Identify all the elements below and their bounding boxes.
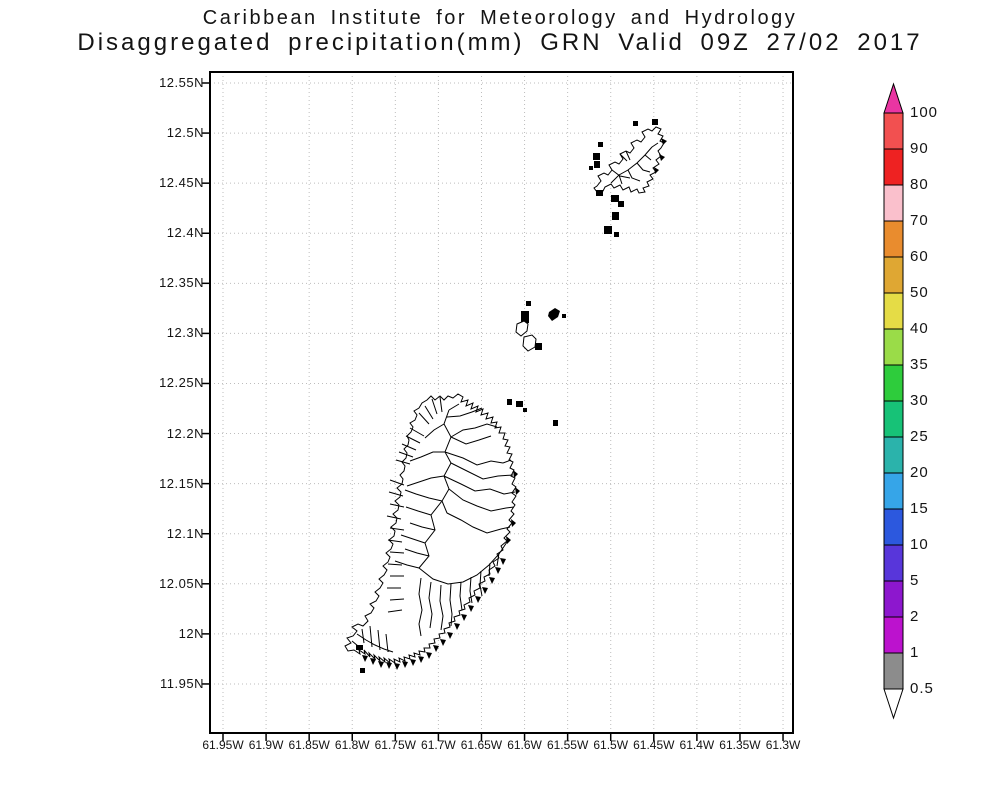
colorbar-value-label: 60 bbox=[910, 248, 929, 265]
page-subtitle: Disaggregated precipitation(mm) GRN Vali… bbox=[77, 29, 923, 56]
colorbar-segment bbox=[883, 184, 904, 222]
colorbar-value-label: 50 bbox=[910, 284, 929, 301]
x-tick-label: 61.9W bbox=[248, 738, 284, 752]
colorbar-value-label: 70 bbox=[910, 212, 929, 229]
colorbar bbox=[883, 82, 904, 720]
colorbar-value-label: 25 bbox=[910, 428, 929, 445]
colorbar-value-label: 2 bbox=[910, 608, 920, 625]
colorbar-segment bbox=[883, 400, 904, 438]
colorbar-value-label: 0.5 bbox=[910, 680, 934, 697]
colorbar-value-label: 1 bbox=[910, 644, 920, 661]
colorbar-segment bbox=[883, 148, 904, 186]
colorbar-segment bbox=[883, 544, 904, 582]
colorbar-value-label: 15 bbox=[910, 500, 929, 517]
x-tick-label: 61.95W bbox=[202, 738, 244, 752]
y-tick-label: 12.55N bbox=[159, 75, 204, 90]
colorbar-value-label: 5 bbox=[910, 572, 920, 589]
colorbar-value-label: 10 bbox=[910, 536, 929, 553]
y-tick-label: 11.95N bbox=[160, 675, 204, 691]
carriacou-coastal-fringe bbox=[654, 138, 667, 174]
colorbar-segment bbox=[883, 328, 904, 366]
colorbar-top-arrow bbox=[883, 82, 904, 114]
colorbar-segment bbox=[883, 256, 904, 294]
y-tick-label: 12.45N bbox=[159, 175, 204, 191]
colorbar-value-label: 90 bbox=[910, 140, 929, 157]
y-tick-label: 12.25N bbox=[159, 375, 204, 391]
x-tick-label: 61.75W bbox=[374, 738, 416, 752]
colorbar-bottom-arrow bbox=[883, 688, 904, 720]
colorbar-segment bbox=[883, 472, 904, 510]
carriacou-island-outline bbox=[593, 126, 665, 194]
x-tick-label: 61.8W bbox=[334, 738, 370, 752]
page-title: Caribbean Institute for Meteorology and … bbox=[202, 7, 798, 29]
colorbar-value-label: 20 bbox=[910, 464, 929, 481]
carriacou-watershed-lines bbox=[610, 142, 659, 185]
colorbar-segment bbox=[883, 436, 904, 474]
y-tick-label: 12.2N bbox=[166, 425, 204, 441]
y-tick-label: 12.15N bbox=[159, 475, 204, 491]
x-tick-label: 61.3W bbox=[765, 738, 801, 752]
plot-frame bbox=[209, 71, 794, 734]
colorbar-value-label: 40 bbox=[910, 320, 929, 337]
colorbar-segment bbox=[883, 580, 904, 618]
x-tick-label: 61.6W bbox=[507, 738, 542, 752]
colorbar-segment bbox=[883, 652, 904, 690]
y-tick-label: 12.5N bbox=[166, 125, 204, 141]
x-tick-label: 61.45W bbox=[633, 738, 675, 752]
colorbar-value-label: 100 bbox=[910, 104, 939, 121]
grid-lines bbox=[210, 72, 793, 733]
x-tick-label: 61.5W bbox=[593, 738, 629, 752]
y-tick-label: 12N bbox=[178, 625, 204, 641]
x-tick-label: 61.4W bbox=[679, 738, 715, 752]
colorbar-value-label: 80 bbox=[910, 176, 929, 193]
colorbar-segment bbox=[883, 220, 904, 258]
plot-border bbox=[209, 71, 794, 734]
ronde-island-outlines bbox=[515, 320, 537, 352]
colorbar-segment bbox=[883, 508, 904, 546]
y-tick-label: 12.35N bbox=[159, 275, 204, 291]
x-tick-label: 61.65W bbox=[460, 738, 503, 752]
grenada-watershed-lines bbox=[351, 396, 516, 653]
x-tick-label: 61.7W bbox=[421, 738, 456, 752]
y-tick-label: 12.1N bbox=[166, 525, 204, 541]
y-tick-label: 12.4N bbox=[166, 225, 204, 241]
colorbar-segment bbox=[883, 364, 904, 402]
colorbar-segment bbox=[883, 292, 904, 330]
colorbar-value-label: 30 bbox=[910, 392, 929, 409]
y-tick-label: 12.05N bbox=[159, 575, 204, 591]
y-tick-label: 12.3N bbox=[166, 325, 204, 341]
axis-ticks bbox=[202, 82, 784, 741]
x-tick-label: 61.35W bbox=[719, 738, 761, 752]
colorbar-segment bbox=[883, 616, 904, 654]
colorbar-value-label: 35 bbox=[910, 356, 929, 373]
island-shapes bbox=[344, 119, 667, 673]
colorbar-segment bbox=[883, 112, 904, 150]
x-tick-label: 61.55W bbox=[546, 738, 589, 752]
x-tick-label: 61.85W bbox=[288, 738, 330, 752]
